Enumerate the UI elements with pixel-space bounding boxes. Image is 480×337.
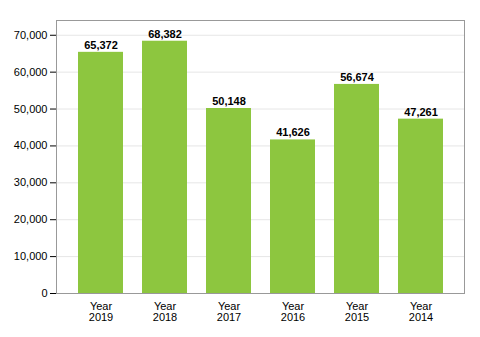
svg-text:Year2018: Year2018: [153, 300, 177, 323]
svg-text:0: 0: [41, 287, 47, 299]
svg-text:50,000: 50,000: [14, 103, 48, 115]
svg-text:65,372: 65,372: [84, 39, 118, 51]
svg-text:56,674: 56,674: [340, 71, 375, 83]
svg-text:50,148: 50,148: [212, 95, 246, 107]
svg-text:30,000: 30,000: [14, 176, 48, 188]
svg-text:Year2016: Year2016: [281, 300, 305, 323]
svg-text:60,000: 60,000: [14, 66, 48, 78]
svg-text:10,000: 10,000: [14, 250, 48, 262]
svg-text:20,000: 20,000: [14, 213, 48, 225]
svg-text:Year2015: Year2015: [345, 300, 369, 323]
svg-text:70,000: 70,000: [14, 29, 48, 41]
svg-text:Year2019: Year2019: [89, 300, 113, 323]
svg-text:Year2014: Year2014: [409, 300, 433, 323]
svg-text:47,261: 47,261: [404, 106, 438, 118]
svg-text:Year2017: Year2017: [217, 300, 241, 323]
svg-text:68,382: 68,382: [148, 28, 182, 40]
svg-text:41,626: 41,626: [276, 126, 310, 138]
svg-text:40,000: 40,000: [14, 139, 48, 151]
